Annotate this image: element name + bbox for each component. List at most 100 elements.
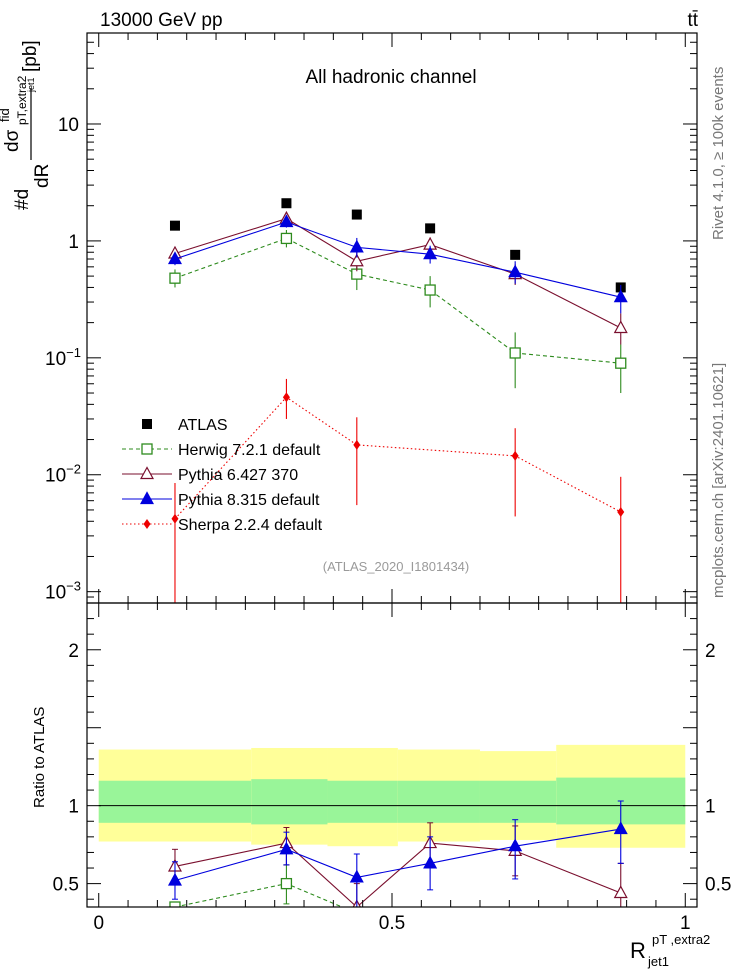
ratio-point-pythia8 [423,855,438,869]
ratio-point-pythia6 [613,885,628,899]
data-point-atlas [425,223,436,234]
data-point-herwig [509,347,521,359]
legend-entry-herwig: Herwig 7.2.1 default [122,442,321,459]
ratio-y-tick-label: 0.5 [53,875,79,896]
ratio-line-pythia6 [174,842,621,907]
process-label: tt̄ [687,10,698,31]
data-point-herwig [169,272,181,284]
data-point-herwig [280,232,293,245]
data-point-herwig [615,357,627,369]
ratio-x-tick-label: 0 [93,913,104,934]
data-point-atlas [281,198,292,209]
y-label-sub2: jet1 [26,77,36,93]
legend-marker [139,466,155,480]
x-axis-label: R pT ,extra2 jet1 [630,932,710,969]
ratio-series-herwig [169,864,362,918]
data-point-pythia8 [167,251,182,265]
series-line-pythia6 [174,218,621,329]
ratio-point-pythia8 [167,872,182,886]
series-herwig [169,229,627,394]
data-point-sherpa [353,439,361,450]
series-pythia6 [167,210,628,345]
ratio-line-herwig [174,883,344,907]
legend-label: ATLAS [178,417,228,434]
legend-label: Herwig 7.2.1 default [178,442,321,459]
ratio-y-tick-label: 1 [68,797,79,818]
ratio-y-tick-label: 2 [68,641,79,662]
y-label-sub: pT,extra2 [15,75,29,125]
legend: ATLAS Herwig 7.2.1 default Pythia 6.427 37… [122,417,323,534]
legend-label: Pythia 8.315 default [178,492,320,509]
ratio-y-label: Ratio to ATLAS [31,707,48,808]
ratio-y-tick-label-right: 0.5 [705,875,731,896]
chart-title: All hadronic channel [305,67,476,88]
ratio-point-pythia8 [279,841,294,855]
data-point-sherpa [282,392,290,403]
energy-label: 13000 GeV pp [100,10,223,31]
main-y-tick-label: 1 [68,232,79,253]
main-panel: 10−3 10−2 10−1 1 10 [45,32,698,604]
data-point-pythia8 [349,239,364,253]
data-point-atlas [351,209,362,220]
legend-marker [142,419,152,429]
series-line-pythia8 [174,221,621,298]
main-y-tick-label: 10 [58,115,79,136]
ratio-point-herwig [352,908,362,918]
y-label-denominator: dR [32,164,53,188]
ratio-point-herwig [280,877,293,890]
uncertainty-band-inner [479,780,557,823]
y-label-sup: fid [0,108,12,122]
main-y-axis-label: #d dσ fid pT,extra2 jet1 dR [pb] [0,40,53,210]
data-point-sherpa [171,513,179,524]
analysis-label: (ATLAS_2020_I1801434) [323,559,469,574]
x-label-main: R [630,938,646,963]
series-pythia8 [167,214,628,314]
main-data [167,198,628,603]
ratio-panel: 0.5 0.5 1 1 2 2 0 0.5 1 [53,602,731,934]
x-label-sub: jet1 [647,954,669,969]
ratio-y-tick-label-right: 1 [705,797,716,818]
data-point-pythia6 [349,253,364,267]
series-sherpa [171,378,625,603]
uncertainty-band-inner [251,779,328,825]
rivet-version-label: Rivet 4.1.0, ≥ 100k events [710,67,727,240]
data-point-sherpa [617,507,625,518]
data-point-pythia6 [613,320,628,334]
ratio-x-tick-label: 0.5 [379,913,405,934]
ratio-line-pythia8 [174,828,621,882]
ratio-point-pythia8 [508,838,523,852]
ratio-frame [86,602,698,908]
legend-label: Sherpa 2.2.4 default [178,517,323,534]
legend-entry-pythia8: Pythia 8.315 default [122,491,320,509]
legend-label: Pythia 6.427 370 [178,467,298,484]
y-label-numerator: dσ [2,129,23,152]
uncertainty-band-inner [327,780,398,823]
data-point-atlas [169,220,180,231]
ratio-point-herwig [169,901,181,907]
series-line-sherpa [174,396,622,520]
data-point-pythia8 [279,214,294,228]
main-y-tick-label: 10−2 [45,462,81,487]
data-point-sherpa [511,450,519,461]
legend-marker [141,443,153,455]
y-label-unit: [pb] [20,40,41,72]
ratio-y-tick-label-right: 2 [705,641,716,662]
ratio-point-pythia8 [349,869,364,883]
legend-marker [139,491,155,505]
data-point-pythia8 [423,246,438,260]
x-label-sup: pT ,extra2 [652,932,710,947]
ratio-data [98,744,686,918]
data-point-pythia8 [613,289,628,303]
legend-entry-sherpa: Sherpa 2.2.4 default [122,517,323,534]
data-point-atlas [510,249,521,260]
uncertainty-band-inner [397,780,480,823]
main-y-tick-label: 10−1 [45,345,81,370]
mcplots-label: mcplots.cern.ch [arXiv:2401.10621] [710,363,727,598]
ratio-point-pythia8 [613,821,628,835]
series-atlas [169,198,626,293]
series-line-herwig [174,237,621,364]
legend-entry-pythia6: Pythia 6.427 370 [122,466,298,484]
legend-marker [143,519,151,529]
legend-entry-atlas: ATLAS [142,417,228,434]
